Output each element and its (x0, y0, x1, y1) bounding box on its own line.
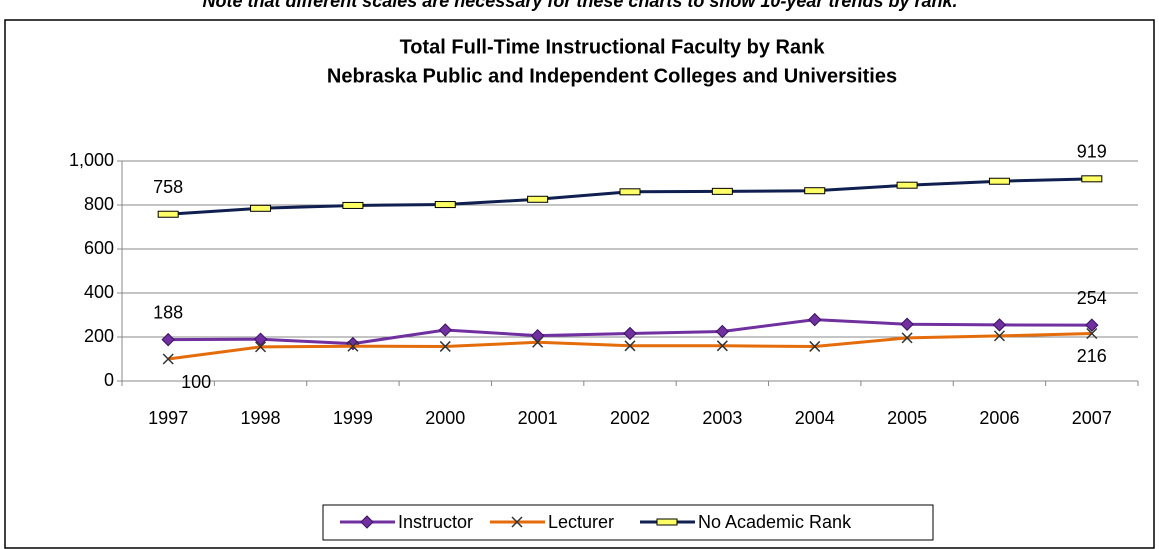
marker (992, 318, 1007, 332)
marker (438, 323, 452, 337)
note: Note that different scales are necessary… (203, 0, 958, 11)
marker (157, 210, 179, 218)
chart-title: Nebraska Public and Independent Colleges… (327, 65, 897, 87)
x-tick-label: 2005 (887, 408, 927, 428)
x-tick-label: 2000 (425, 408, 465, 428)
marker (656, 518, 678, 526)
marker (715, 324, 730, 339)
y-tick-label: 400 (84, 282, 114, 302)
data-label: 919 (1077, 142, 1107, 162)
marker (360, 515, 374, 529)
data-label: 188 (153, 302, 183, 322)
marker (527, 195, 549, 203)
marker (347, 340, 359, 352)
legend-label: Instructor (398, 512, 473, 532)
marker (162, 353, 174, 365)
chart-title: Total Full-Time Instructional Faculty by… (400, 36, 826, 58)
marker (253, 332, 268, 346)
legend-label: No Academic Rank (698, 512, 852, 532)
y-tick-label: 200 (84, 326, 114, 346)
legend-frame (322, 504, 934, 541)
marker (161, 332, 175, 347)
x-tick-label: 1998 (241, 408, 281, 428)
x-tick-label: 1997 (148, 408, 188, 428)
y-tick-label: 1,000 (69, 150, 114, 170)
y-tick-label: 800 (84, 194, 114, 214)
marker (511, 516, 523, 528)
marker (809, 340, 821, 352)
x-tick-label: 2007 (1072, 408, 1112, 428)
marker (250, 204, 272, 212)
marker (342, 201, 364, 209)
marker (434, 201, 456, 209)
x-tick-label: 2006 (979, 408, 1019, 428)
data-label: 100 (181, 372, 211, 392)
marker (993, 330, 1005, 342)
marker (896, 181, 918, 189)
marker (711, 187, 733, 195)
chart-frame (4, 19, 1155, 549)
marker (1085, 318, 1099, 332)
marker (439, 340, 451, 352)
marker (255, 341, 267, 353)
x-tick-label: 2003 (702, 408, 742, 428)
x-tick-label: 1999 (333, 408, 373, 428)
marker (808, 312, 822, 327)
marker (624, 340, 636, 352)
legend-label: Lecturer (548, 512, 614, 532)
marker (623, 326, 637, 341)
data-label: 216 (1077, 346, 1107, 366)
marker (900, 317, 914, 331)
marker (1086, 327, 1098, 340)
data-label: 254 (1077, 288, 1107, 308)
marker (619, 188, 641, 196)
marker (716, 340, 728, 352)
y-tick-label: 600 (84, 238, 114, 258)
marker (1081, 175, 1103, 183)
x-tick-label: 2002 (610, 408, 650, 428)
marker (532, 336, 544, 348)
marker (988, 177, 1010, 185)
marker (804, 187, 826, 195)
x-tick-label: 2004 (795, 408, 835, 428)
data-label: 758 (153, 177, 183, 197)
y-tick-label: 0 (104, 370, 114, 390)
x-tick-label: 2001 (518, 408, 558, 428)
marker (901, 332, 913, 344)
